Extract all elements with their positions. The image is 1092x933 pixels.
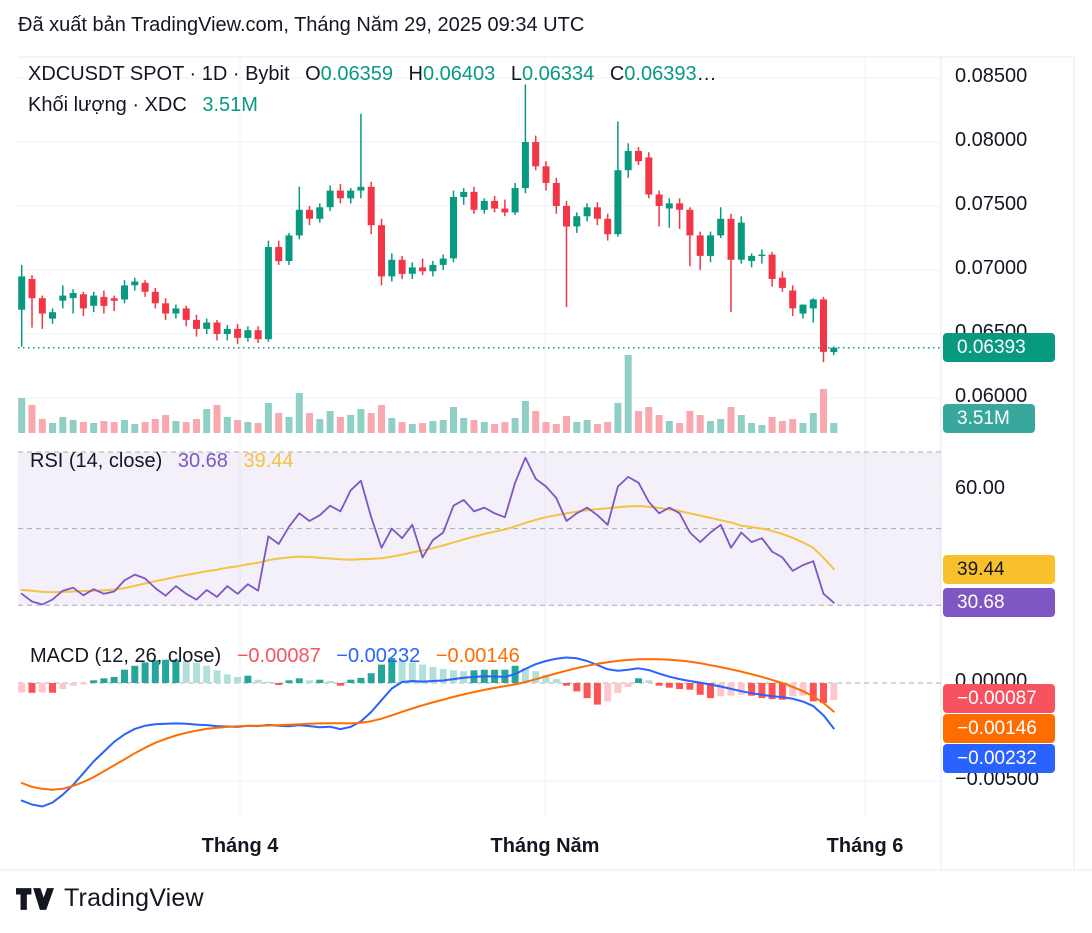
macd-line-value: −0.00232 <box>336 645 421 667</box>
close-label: C <box>609 63 625 85</box>
time-axis-label: Tháng 4 <box>201 835 279 857</box>
symbol-legend: XDCUSDT SPOT · 1D · Bybit O0.06359 H0.06… <box>28 63 717 86</box>
volume-badge: 3.51M <box>943 404 1035 433</box>
rsi-legend: RSI (14, close) 30.68 39.44 <box>30 450 294 473</box>
footer-brand: TradingView <box>16 884 204 913</box>
macd-signal-badge: −0.00146 <box>943 714 1055 743</box>
macd-axis-label: −0.00500 <box>955 768 1039 790</box>
legend-ellipsis: … <box>696 63 717 85</box>
price-axis-label: 0.08000 <box>955 129 1028 151</box>
price-axis-label: 0.07000 <box>955 257 1028 279</box>
rsi-ma-value: 39.44 <box>243 450 294 472</box>
macd-signal-value: −0.00146 <box>435 645 520 667</box>
open-value: 0.06359 <box>320 63 393 85</box>
price-axis-label: 0.08500 <box>955 65 1028 87</box>
last-price-badge: 0.06393 <box>943 333 1055 362</box>
volume-legend: Khối lượng · XDC 3.51M <box>28 94 258 117</box>
tradingview-logo-icon <box>16 887 54 910</box>
rsi-ma-badge: 39.44 <box>943 555 1055 584</box>
close-value: 0.06393 <box>624 63 697 85</box>
macd-line-badge: −0.00232 <box>943 744 1055 773</box>
volume-label: Khối lượng · XDC <box>28 94 187 116</box>
high-value: 0.06403 <box>422 63 496 85</box>
open-label: O <box>305 63 321 85</box>
macd-histogram-badge: −0.00087 <box>943 684 1055 713</box>
macd-label: MACD (12, 26, close) <box>30 645 222 667</box>
time-axis-label: Tháng 6 <box>826 835 904 857</box>
price-axis-label: 0.06000 <box>955 385 1028 407</box>
macd-hist-value: −0.00087 <box>236 645 321 667</box>
rsi-label: RSI (14, close) <box>30 450 163 472</box>
rsi-axis-label: 60.00 <box>955 477 1006 500</box>
low-value: 0.06334 <box>521 63 595 85</box>
low-label: L <box>510 63 522 85</box>
macd-legend: MACD (12, 26, close) −0.00087 −0.00232 −… <box>30 645 520 668</box>
tradingview-logo-text: TradingView <box>64 884 204 912</box>
time-axis-label: Tháng Năm <box>490 835 600 857</box>
published-header: Đã xuất bản TradingView.com, Tháng Năm 2… <box>18 14 585 36</box>
volume-value: 3.51M <box>202 94 258 116</box>
high-label: H <box>408 63 423 85</box>
rsi-main-value: 30.68 <box>177 450 228 472</box>
rsi-main-badge: 30.68 <box>943 588 1055 617</box>
price-axis-label: 0.07500 <box>955 193 1028 215</box>
symbol-title: XDCUSDT SPOT · 1D · Bybit <box>28 63 290 85</box>
